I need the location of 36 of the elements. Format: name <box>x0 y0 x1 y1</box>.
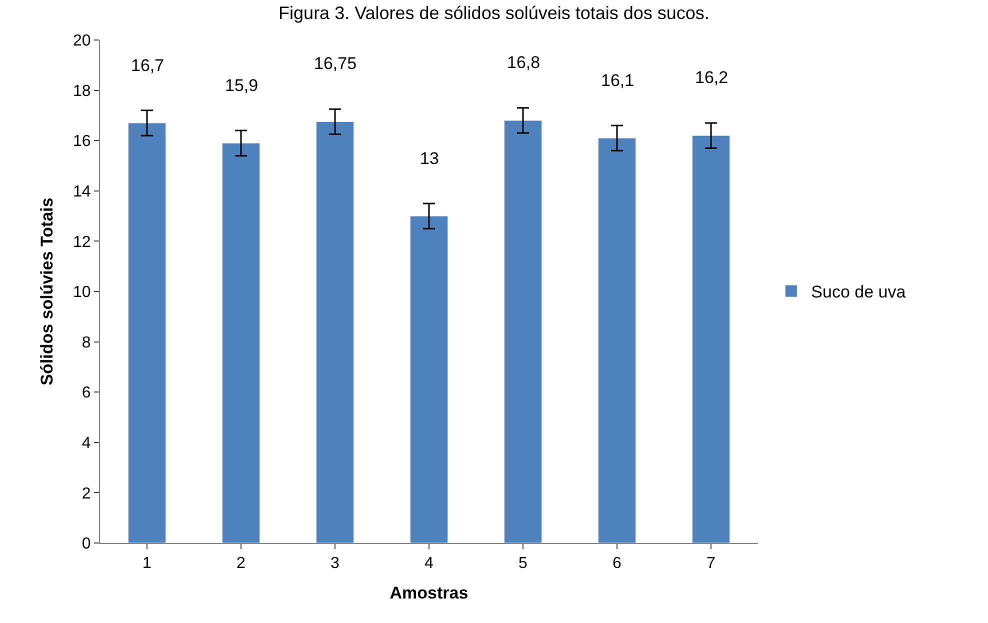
y-tick-label: 12 <box>73 234 91 251</box>
data-label: 16,1 <box>601 71 634 90</box>
data-label: 16,75 <box>314 54 357 73</box>
y-tick-label: 14 <box>73 184 91 200</box>
legend-label: Suco de uva <box>811 282 906 302</box>
y-tick-label: 20 <box>73 32 91 50</box>
y-tick-label: 8 <box>82 334 91 352</box>
x-tick-label: 1 <box>142 555 152 572</box>
chart-title: Figura 3. Valores de sólidos solúveis totais dos sucos. <box>278 2 710 23</box>
data-label: 16,7 <box>131 56 164 75</box>
y-tick-label: 2 <box>82 485 91 502</box>
x-tick-label: 4 <box>424 555 434 572</box>
x-tick-label: 3 <box>330 555 340 572</box>
data-label: 16,2 <box>695 68 728 87</box>
y-tick-label: 10 <box>73 284 91 302</box>
x-tick-label: 7 <box>706 555 716 572</box>
bar <box>316 121 354 543</box>
x-tick-label: 5 <box>518 555 528 572</box>
y-tick-label: 16 <box>73 133 91 150</box>
bar <box>598 138 636 543</box>
y-tick-label: 0 <box>82 536 91 553</box>
bar <box>222 142 260 543</box>
bar <box>410 216 448 543</box>
y-tick-label: 18 <box>73 82 91 100</box>
y-axis-title: Sólidos solúvies Totais <box>38 198 57 386</box>
x-tick-label: 2 <box>236 555 246 572</box>
bar <box>692 135 730 543</box>
bar <box>504 120 542 543</box>
data-label: 16,8 <box>507 53 540 72</box>
data-label: 13 <box>420 149 439 168</box>
x-tick-label: 6 <box>612 555 622 572</box>
data-label: 15,9 <box>225 76 258 95</box>
y-tick-label: 6 <box>82 384 91 402</box>
y-tick-label: 4 <box>82 435 91 452</box>
x-axis-title: Amostras <box>390 584 468 603</box>
bar <box>128 122 166 543</box>
